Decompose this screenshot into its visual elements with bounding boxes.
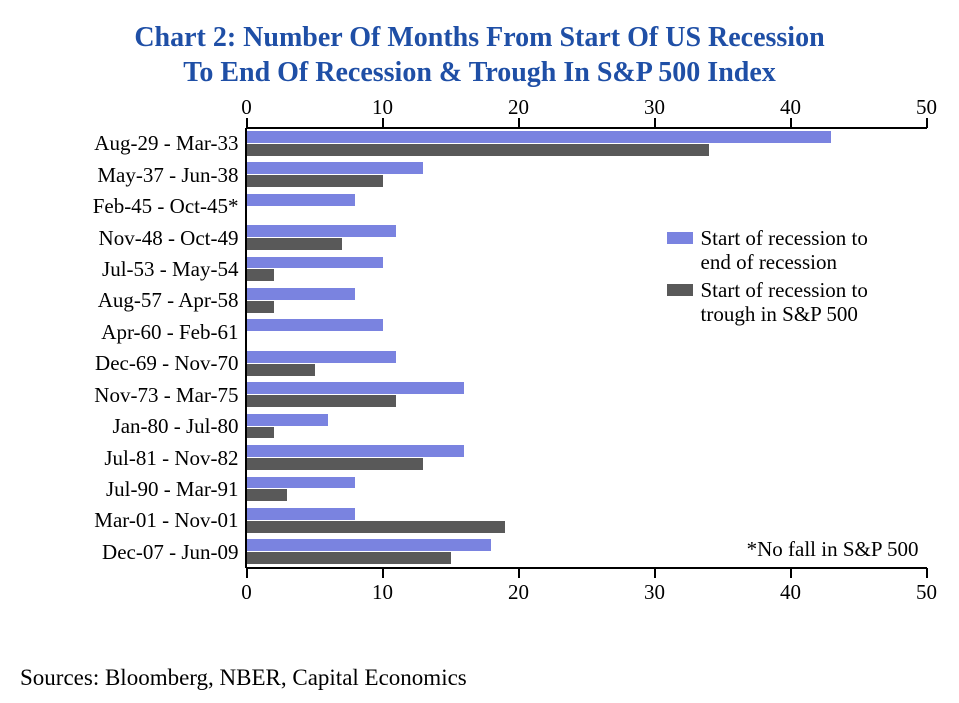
category-label: May-37 - Jun-38 (29, 163, 239, 188)
category-label: Jul-81 - Nov-82 (29, 446, 239, 471)
x-tick-label-bottom: 20 (508, 580, 529, 605)
chart-title: Chart 2: Number Of Months From Start Of … (20, 20, 939, 90)
bar-trough_months (247, 238, 342, 250)
bar-recession_months (247, 445, 465, 457)
bar-recession_months (247, 257, 383, 269)
bar-chart: Aug-29 - Mar-33May-37 - Jun-38Feb-45 - O… (35, 100, 925, 596)
x-tick-bottom (790, 568, 792, 578)
x-tick-bottom (654, 568, 656, 578)
bar-recession_months (247, 414, 329, 426)
legend-swatch (667, 284, 693, 296)
bar-trough_months (247, 175, 383, 187)
x-tick-label-top: 20 (508, 95, 529, 120)
x-tick-label-bottom: 0 (241, 580, 252, 605)
bar-trough_months (247, 301, 274, 313)
x-axis-bottom (247, 567, 927, 569)
category-label: Aug-57 - Apr-58 (29, 288, 239, 313)
x-tick-bottom (926, 568, 928, 578)
bar-trough_months (247, 489, 288, 501)
legend-label: Start of recession toend of recession (701, 226, 868, 274)
x-tick-label-top: 30 (644, 95, 665, 120)
x-axis-top (247, 127, 927, 129)
bar-trough_months (247, 552, 451, 564)
legend-item: Start of recession toend of recession (667, 226, 927, 274)
category-label: Feb-45 - Oct-45* (29, 194, 239, 219)
bar-recession_months (247, 162, 424, 174)
legend-item: Start of recession totrough in S&P 500 (667, 278, 927, 326)
chart-footnote: *No fall in S&P 500 (747, 537, 919, 562)
bar-recession_months (247, 351, 397, 363)
legend: Start of recession toend of recessionSta… (667, 226, 927, 331)
category-label: Jul-53 - May-54 (29, 257, 239, 282)
x-tick-bottom (246, 568, 248, 578)
x-tick-bottom (382, 568, 384, 578)
category-labels-column: Aug-29 - Mar-33May-37 - Jun-38Feb-45 - O… (35, 128, 245, 568)
category-label: Apr-60 - Feb-61 (29, 320, 239, 345)
bar-trough_months (247, 458, 424, 470)
legend-label: Start of recession totrough in S&P 500 (701, 278, 868, 326)
bar-trough_months (247, 395, 397, 407)
category-label: Mar-01 - Nov-01 (29, 508, 239, 533)
x-tick-label-top: 0 (241, 95, 252, 120)
x-tick-label-top: 40 (780, 95, 801, 120)
legend-swatch (667, 232, 693, 244)
category-label: Nov-48 - Oct-49 (29, 226, 239, 251)
x-tick-label-top: 50 (916, 95, 937, 120)
plot-area: Start of recession toend of recessionSta… (245, 128, 927, 568)
bar-trough_months (247, 427, 274, 439)
bar-trough_months (247, 144, 709, 156)
bar-recession_months (247, 319, 383, 331)
chart-page: Chart 2: Number Of Months From Start Of … (0, 0, 959, 703)
category-label: Nov-73 - Mar-75 (29, 383, 239, 408)
bar-recession_months (247, 508, 356, 520)
bar-recession_months (247, 539, 492, 551)
category-label: Jan-80 - Jul-80 (29, 414, 239, 439)
bar-recession_months (247, 477, 356, 489)
sources-line: Sources: Bloomberg, NBER, Capital Econom… (20, 665, 467, 691)
bar-trough_months (247, 521, 505, 533)
x-tick-label-bottom: 50 (916, 580, 937, 605)
chart-footnote-text: *No fall in S&P 500 (747, 537, 919, 561)
x-tick-bottom (518, 568, 520, 578)
category-label: Jul-90 - Mar-91 (29, 477, 239, 502)
bar-recession_months (247, 194, 356, 206)
x-tick-label-bottom: 10 (372, 580, 393, 605)
chart-title-line1: Chart 2: Number Of Months From Start Of … (134, 22, 824, 53)
category-label: Dec-07 - Jun-09 (29, 540, 239, 565)
bar-recession_months (247, 288, 356, 300)
category-label: Dec-69 - Nov-70 (29, 351, 239, 376)
category-label: Aug-29 - Mar-33 (29, 131, 239, 156)
chart-title-line2: To End Of Recession & Trough In S&P 500 … (183, 57, 776, 88)
bar-recession_months (247, 382, 465, 394)
bar-trough_months (247, 364, 315, 376)
bar-recession_months (247, 225, 397, 237)
x-tick-label-bottom: 40 (780, 580, 801, 605)
x-tick-label-top: 10 (372, 95, 393, 120)
bar-recession_months (247, 131, 832, 143)
bar-trough_months (247, 269, 274, 281)
x-tick-label-bottom: 30 (644, 580, 665, 605)
sources-text: Sources: Bloomberg, NBER, Capital Econom… (20, 665, 467, 690)
